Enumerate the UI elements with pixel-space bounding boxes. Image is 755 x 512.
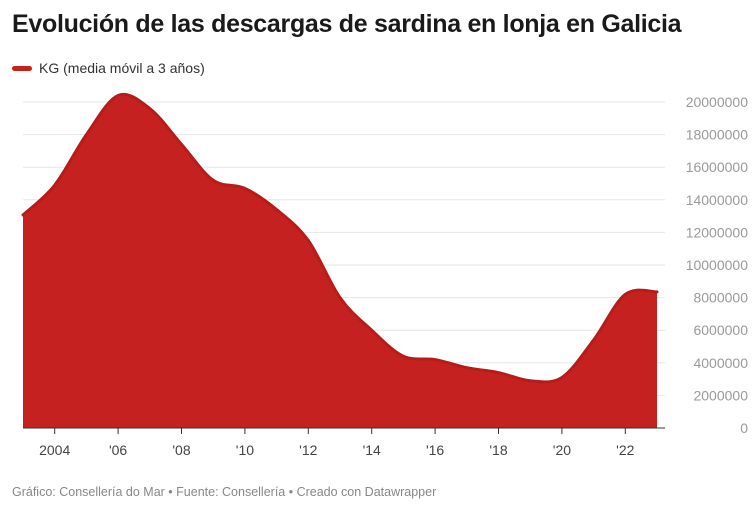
- area-fill: [23, 94, 657, 429]
- x-tick-label: '06: [109, 442, 127, 458]
- legend: KG (media móvil a 3 años): [12, 60, 205, 76]
- x-tick-label: '22: [616, 442, 634, 458]
- y-tick-label: 14000000: [686, 192, 749, 208]
- footer-credit: Gráfico: Consellería do Mar • Fuente: Co…: [12, 485, 437, 499]
- x-tick-label: '20: [553, 442, 571, 458]
- y-tick-label: 4000000: [693, 355, 748, 371]
- y-tick-label: 18000000: [686, 127, 749, 143]
- series-line: [21, 92, 659, 384]
- legend-label: KG (media móvil a 3 años): [39, 60, 205, 76]
- y-tick-label: 8000000: [693, 290, 748, 306]
- x-tick-label: '10: [236, 442, 254, 458]
- x-tick-label: '18: [489, 442, 507, 458]
- chart-title: Evolución de las descargas de sardina en…: [12, 10, 682, 38]
- y-tick-label: 0: [740, 420, 748, 436]
- x-tick-label: '16: [426, 442, 444, 458]
- x-tick-label: '14: [363, 442, 381, 458]
- y-tick-label: 6000000: [693, 322, 748, 338]
- y-tick-label: 20000000: [686, 94, 749, 110]
- y-tick-label: 12000000: [686, 224, 749, 240]
- y-tick-label: 16000000: [686, 159, 749, 175]
- legend-swatch: [12, 65, 32, 71]
- x-tick-label: '08: [172, 442, 190, 458]
- x-tick-label: 2004: [39, 442, 70, 458]
- y-tick-label: 2000000: [693, 387, 748, 403]
- y-tick-label: 10000000: [686, 257, 749, 273]
- x-tick-label: '12: [299, 442, 317, 458]
